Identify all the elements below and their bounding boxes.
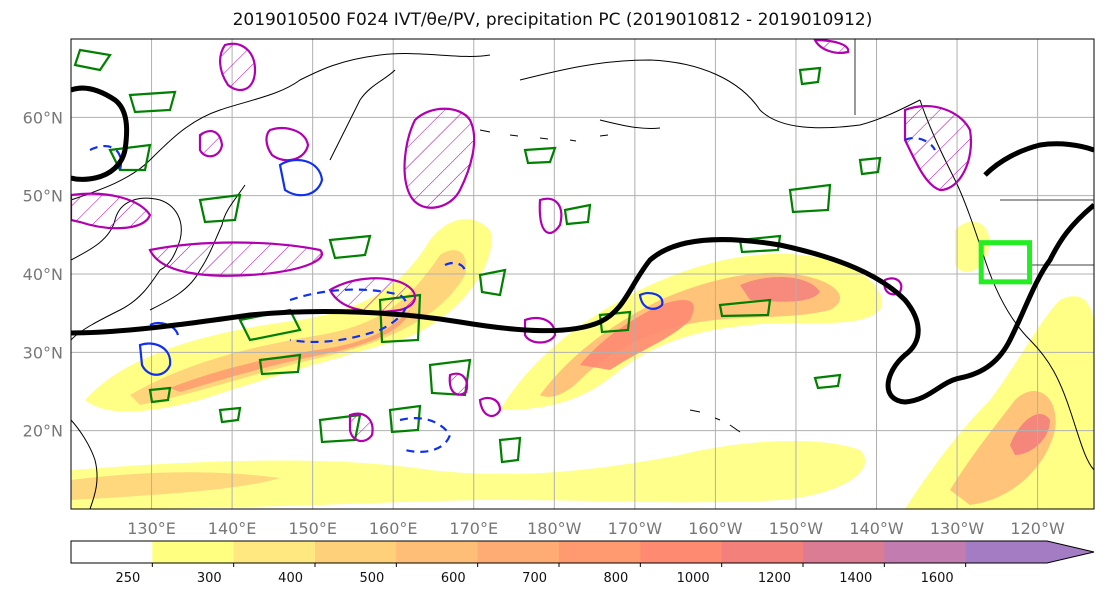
ivt-plume-central-core-2 [740, 276, 820, 302]
colorbar-tick-label: 1600 [921, 571, 954, 586]
ivt-shading [71, 219, 1094, 509]
longitude-tick-label: 150°W [769, 519, 824, 538]
latitude-tick-label: 50°N [23, 187, 63, 206]
colorbar-tick-labels: 250 300 400 500 600 700 800 1000 1200 1400 1600 [116, 571, 954, 586]
neg-contours-blue [89, 136, 936, 453]
colorbar-segment [803, 541, 885, 563]
colorbar-tick-label: 400 [278, 571, 303, 586]
longitude-labels: 130°E 140°E 150°E 160°E 170°E 180°W 170°W 160°W… [127, 519, 1065, 538]
latitude-tick-label: 60°N [23, 108, 63, 127]
map-frame [70, 38, 1095, 510]
colorbar-segment [559, 541, 641, 563]
colorbar-tick-label: 1000 [677, 571, 710, 586]
colorbar-tick-label: 1400 [839, 571, 872, 586]
colorbar-tick-label: 500 [360, 571, 385, 586]
theta-e-contour [71, 85, 1094, 405]
ivt-plume-central-mid [540, 272, 840, 397]
colorbar-outline [70, 540, 1095, 564]
latitude-tick-label: 30°N [23, 343, 63, 362]
longitude-tick-label: 150°E [288, 519, 337, 538]
map-title: 2019010500 F024 IVT/θe/PV, precipitation… [232, 10, 873, 30]
longitude-tick-label: 160°E [369, 519, 418, 538]
colorbar-segment [315, 541, 397, 563]
colorbar-segment [477, 541, 560, 563]
colorbar-segment [233, 541, 316, 563]
colorbar-tick-label: 250 [116, 571, 141, 586]
ivt-plume-west-core-2 [170, 310, 410, 392]
colorbar-segment [71, 541, 153, 563]
longitude-tick-label: 140°W [849, 519, 904, 538]
latitude-tick-label: 40°N [23, 265, 63, 284]
longitude-tick-label: 130°W [930, 519, 985, 538]
ivt-plume-west-pacific [85, 219, 492, 412]
colorbar-tick-label: 1200 [758, 571, 791, 586]
ivt-band-south-core [71, 472, 280, 500]
colorbar-segment [152, 541, 235, 563]
colorbar-tick-label: 300 [197, 571, 222, 586]
colorbar-tick-label: 700 [522, 571, 547, 586]
colorbar-segment [965, 541, 1048, 563]
ivt-plume-west-core-1 [130, 250, 466, 405]
latitude-tick-label: 20°N [23, 422, 63, 441]
longitude-tick-label: 140°E [208, 519, 257, 538]
pv-hatched-regions [71, 39, 973, 443]
longitude-tick-label: 120°W [1010, 519, 1065, 538]
colorbar-extend-arrow [1047, 541, 1094, 563]
colorbar-tick-label: 600 [441, 571, 466, 586]
longitude-tick-label: 160°W [688, 519, 743, 538]
target-region-box [978, 240, 1033, 285]
colorbar-tick-label: 800 [604, 571, 629, 586]
colorbar-segment [721, 541, 804, 563]
longitude-tick-label: 180°W [527, 519, 582, 538]
longitude-tick-label: 130°E [127, 519, 176, 538]
latitude-labels: 60°N 50°N 40°N 30°N 20°N [23, 108, 63, 440]
longitude-tick-label: 170°W [608, 519, 663, 538]
ivt-plume-east-core [1010, 414, 1050, 455]
colorbar-segment [884, 541, 967, 563]
colorbar-segment [396, 541, 479, 563]
colorbar [70, 540, 1095, 567]
ivt-band-south [71, 440, 866, 509]
colorbar-segment [640, 541, 723, 563]
ivt-plume-east [905, 296, 1094, 509]
longitude-tick-label: 170°E [449, 519, 498, 538]
